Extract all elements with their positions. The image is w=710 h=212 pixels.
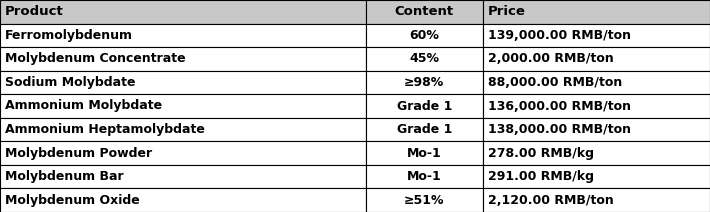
Text: 60%: 60% <box>409 29 439 42</box>
Text: Content: Content <box>395 5 454 18</box>
Bar <box>0 71 366 94</box>
Text: Molybdenum Bar: Molybdenum Bar <box>5 170 124 183</box>
Text: ≥51%: ≥51% <box>404 194 444 207</box>
Bar <box>483 118 710 141</box>
Bar <box>366 71 483 94</box>
Bar <box>0 118 366 141</box>
Bar <box>366 94 483 118</box>
Bar <box>0 94 366 118</box>
Text: 2,000.00 RMB/ton: 2,000.00 RMB/ton <box>488 52 613 65</box>
Text: 291.00 RMB/kg: 291.00 RMB/kg <box>488 170 594 183</box>
Text: Molybdenum Oxide: Molybdenum Oxide <box>5 194 140 207</box>
Bar <box>0 0 366 24</box>
Text: 139,000.00 RMB/ton: 139,000.00 RMB/ton <box>488 29 630 42</box>
Text: 88,000.00 RMB/ton: 88,000.00 RMB/ton <box>488 76 622 89</box>
Bar <box>483 47 710 71</box>
Text: Sodium Molybdate: Sodium Molybdate <box>5 76 136 89</box>
Text: 138,000.00 RMB/ton: 138,000.00 RMB/ton <box>488 123 630 136</box>
Bar <box>483 165 710 188</box>
Bar <box>483 71 710 94</box>
Text: Grade 1: Grade 1 <box>397 123 452 136</box>
Bar <box>366 0 483 24</box>
Text: Mo-1: Mo-1 <box>407 170 442 183</box>
Text: 2,120.00 RMB/ton: 2,120.00 RMB/ton <box>488 194 613 207</box>
Text: 278.00 RMB/kg: 278.00 RMB/kg <box>488 147 594 160</box>
Bar <box>366 47 483 71</box>
Bar <box>483 24 710 47</box>
Bar <box>483 188 710 212</box>
Text: 136,000.00 RMB/ton: 136,000.00 RMB/ton <box>488 99 630 113</box>
Text: Mo-1: Mo-1 <box>407 147 442 160</box>
Text: 45%: 45% <box>409 52 439 65</box>
Text: Grade 1: Grade 1 <box>397 99 452 113</box>
Bar <box>366 141 483 165</box>
Text: ≥98%: ≥98% <box>404 76 444 89</box>
Bar <box>0 141 366 165</box>
Bar <box>0 24 366 47</box>
Bar <box>483 94 710 118</box>
Text: Ammonium Molybdate: Ammonium Molybdate <box>5 99 162 113</box>
Text: Ammonium Heptamolybdate: Ammonium Heptamolybdate <box>5 123 205 136</box>
Text: Ferromolybdenum: Ferromolybdenum <box>5 29 133 42</box>
Bar <box>483 0 710 24</box>
Text: Product: Product <box>5 5 64 18</box>
Bar <box>366 118 483 141</box>
Bar <box>483 141 710 165</box>
Text: Price: Price <box>488 5 525 18</box>
Bar <box>366 24 483 47</box>
Bar <box>0 47 366 71</box>
Text: Molybdenum Powder: Molybdenum Powder <box>5 147 152 160</box>
Text: Molybdenum Concentrate: Molybdenum Concentrate <box>5 52 185 65</box>
Bar <box>366 188 483 212</box>
Bar <box>0 165 366 188</box>
Bar <box>366 165 483 188</box>
Bar <box>0 188 366 212</box>
